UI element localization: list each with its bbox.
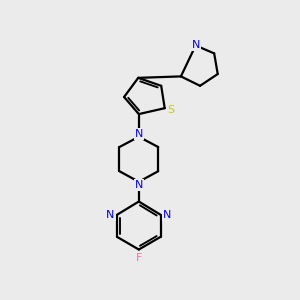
Text: N: N	[191, 40, 200, 50]
Text: F: F	[136, 253, 142, 263]
Text: N: N	[135, 129, 143, 139]
Text: N: N	[135, 180, 143, 190]
Text: S: S	[168, 105, 175, 115]
Text: N: N	[163, 210, 171, 220]
Text: N: N	[106, 210, 115, 220]
